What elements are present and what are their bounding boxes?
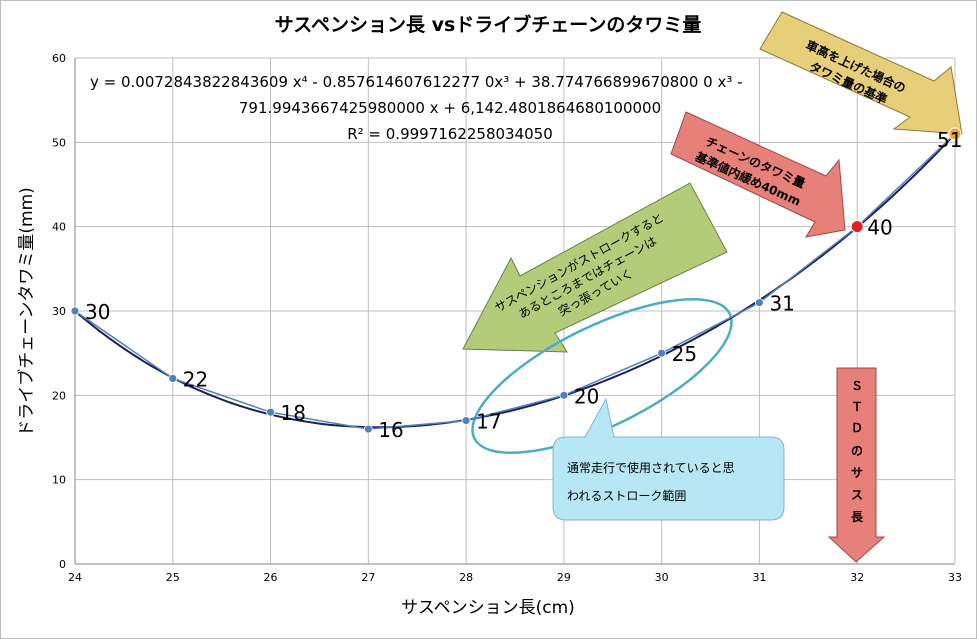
trendline-curve [74, 133, 956, 429]
series-line [74, 133, 956, 430]
x-tick-label: 26 [264, 571, 278, 584]
x-tick-label: 33 [948, 571, 962, 584]
y-tick-label: 30 [52, 305, 66, 318]
chart-title: サスペンション長 vsドライブチェーンのタワミ量 [275, 13, 702, 36]
data-label: 30 [85, 300, 110, 324]
series [70, 127, 962, 434]
y-tick-label: 0 [59, 558, 66, 571]
y-tick-label: 40 [52, 221, 66, 234]
highlight-point [948, 127, 962, 141]
data-point [755, 298, 764, 307]
equation-line3: R² = 0.9997162258034050 [347, 125, 553, 143]
x-tick-label: 31 [752, 571, 766, 584]
std-char-1: Ｓ [851, 379, 863, 393]
data-point [70, 306, 80, 316]
std-char-4: の [851, 444, 863, 458]
x-tick-label: 30 [655, 571, 669, 584]
x-tick-label: 27 [361, 571, 375, 584]
std-char-2: Ｔ [851, 400, 863, 414]
y-tick-label: 20 [52, 389, 66, 402]
y-tick-label: 60 [52, 52, 66, 65]
x-tick-label: 32 [850, 571, 864, 584]
range-ellipse [471, 297, 733, 455]
range-note-line1: 通常走行で使用されていると思 [567, 460, 735, 475]
trendline [74, 133, 956, 429]
data-label: 40 [867, 216, 892, 240]
trend-equation: y = 0.0072843822843609 x⁴ - 0.8576146076… [90, 73, 743, 143]
data-label: 22 [183, 367, 208, 391]
y-tick-label: 10 [52, 474, 66, 487]
data-point [363, 424, 373, 434]
data-label: 17 [476, 410, 501, 434]
highlight-point [850, 220, 864, 234]
data-label: 31 [769, 292, 794, 316]
std-char-3: Ｄ [851, 421, 863, 435]
data-point [657, 348, 667, 358]
x-tick-label: 25 [166, 571, 180, 584]
data-label: 25 [672, 342, 697, 366]
data-label: 51 [937, 128, 962, 152]
range-note-line2: われるストローク範囲 [567, 488, 686, 503]
tick-labels: 24 25 26 27 28 29 30 31 32 33 0 10 20 30 40 50 60 [52, 52, 962, 584]
y-axis-title: ドライブチェーンタワミ量(mm) [16, 187, 37, 437]
x-axis-title: サスペンション長(cm) [401, 598, 575, 618]
std-char-6: ス [851, 488, 863, 502]
data-point [461, 416, 471, 426]
data-label: 16 [378, 418, 403, 442]
std-char-5: サ [851, 466, 863, 480]
data-label: 20 [574, 384, 599, 408]
data-point [559, 390, 569, 400]
stroke-arrow [462, 182, 728, 353]
data-labels: 30 22 18 16 17 20 25 31 40 51 [85, 128, 962, 442]
data-point [168, 374, 178, 383]
std-char-7: 長 [851, 509, 864, 524]
data-point [266, 407, 275, 417]
standard-arrow [670, 111, 846, 238]
x-tick-label: 28 [459, 571, 473, 584]
raise-arrow [759, 11, 963, 135]
x-tick-label: 24 [68, 571, 82, 584]
std-note: Ｓ Ｔ Ｄ の サ ス 長 [851, 379, 864, 524]
std-arrow [827, 367, 886, 563]
equation-line1: y = 0.0072843822843609 x⁴ - 0.8576146076… [90, 73, 743, 91]
y-tick-label: 50 [52, 136, 66, 149]
range-callout [552, 397, 785, 521]
equation-line2: 791.9943667425980000 x + 6,142.480186468… [239, 99, 661, 117]
x-tick-label: 29 [557, 571, 571, 584]
data-label: 18 [281, 401, 306, 425]
